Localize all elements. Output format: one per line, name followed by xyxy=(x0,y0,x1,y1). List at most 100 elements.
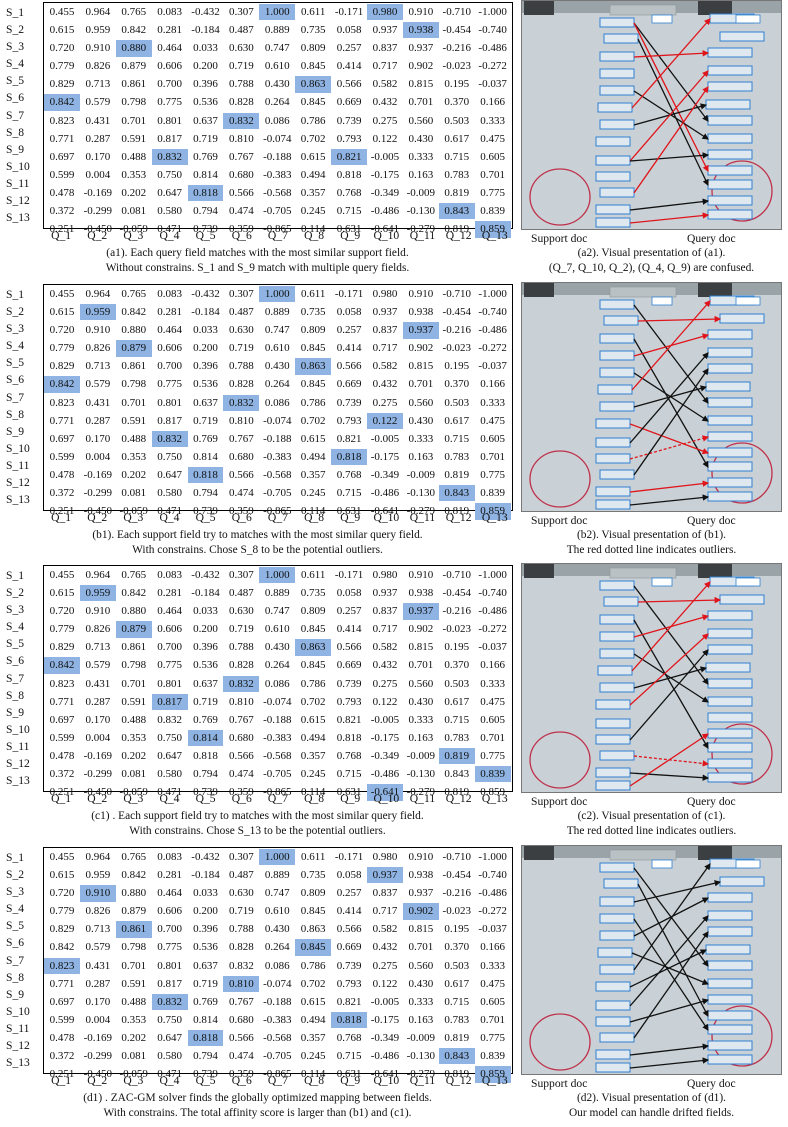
matrix-cell: 0.582 xyxy=(372,360,398,373)
matrix-cell: 0.114 xyxy=(301,223,326,236)
query-field-box xyxy=(707,165,753,176)
matrix-cell: 0.769 xyxy=(193,432,218,445)
match-arrow xyxy=(633,338,709,468)
match-arrow xyxy=(629,352,709,444)
column-label: Q_10 xyxy=(373,229,400,242)
column-label: Q_12 xyxy=(445,1074,472,1087)
header-strip xyxy=(609,849,677,861)
matrix-cell: -0.486 xyxy=(478,887,507,900)
matrix-cell: -0.568 xyxy=(263,186,292,199)
matrix-cell: 0.606 xyxy=(157,905,182,918)
matrix-cell: -0.705 xyxy=(263,205,292,218)
matrix-cell: 0.414 xyxy=(336,342,362,355)
matrix-cell: 0.823 xyxy=(49,114,75,127)
matrix-cell: 0.826 xyxy=(85,623,111,636)
matrix-cell: 0.307 xyxy=(229,569,254,581)
table-row: 0.478 -0.169 0.202 0.647 0.818 0.566 -0.568 0.3… xyxy=(44,1029,512,1047)
support-field-box xyxy=(597,102,633,113)
matrix-cell: 0.114 xyxy=(301,505,326,518)
column-labels: Q_1 Q_2 Q_3 Q_4 Q_5 Q_6 Q_7 Q_8 Q_9 Q_10 Q_11 Q_12 Q… xyxy=(43,511,513,525)
row-label: S_7 xyxy=(6,108,25,122)
matrix-cell: 0.798 xyxy=(121,378,147,391)
matrix-cell: 0.617 xyxy=(444,414,470,427)
matrix-cell: 0.720 xyxy=(49,605,75,618)
matrix-cell: 0.775 xyxy=(157,941,182,954)
matched-cell: 0.842 xyxy=(44,376,80,393)
matrix-cell: 0.058 xyxy=(336,24,362,37)
matrix-cell: 0.599 xyxy=(49,731,75,744)
matrix-cell: 0.202 xyxy=(121,468,147,481)
matrix-cell: 0.370 xyxy=(444,941,470,954)
matrix-cell: 0.810 xyxy=(229,695,254,708)
matrix-cell: 0.902 xyxy=(408,623,434,636)
row-label: S_4 xyxy=(6,620,25,634)
support-field-box xyxy=(595,1062,631,1073)
matrix-cell: 0.430 xyxy=(264,923,290,936)
matrix-cell: 0.081 xyxy=(121,487,147,500)
matrix-cell: 0.630 xyxy=(229,42,254,55)
column-label: Q_5 xyxy=(195,511,216,524)
match-arrow xyxy=(629,152,710,162)
matrix-cell: 0.801 xyxy=(157,959,182,972)
match-arrow xyxy=(633,619,709,749)
matrix-cell: -0.184 xyxy=(191,306,220,319)
matrix-cell: 0.353 xyxy=(121,1013,147,1026)
table-row: 0.829 0.713 0.861 0.700 0.396 0.788 0.430 0.863… xyxy=(44,76,512,93)
matrix-cell: 0.464 xyxy=(157,324,182,337)
matched-cell: 0.937 xyxy=(367,867,403,884)
matrix-cell: 0.582 xyxy=(372,641,398,654)
match-arrow xyxy=(633,918,709,1031)
matrix-cell: 0.478 xyxy=(49,468,75,481)
row-label: S_1 xyxy=(6,851,25,864)
matrix-cell: 0.582 xyxy=(372,78,398,91)
matrix-cell: 0.788 xyxy=(229,360,254,373)
matrix-cell: 0.455 xyxy=(49,569,75,581)
table-row: 0.779 0.826 0.879 0.606 0.200 0.719 0.610 0.845… xyxy=(44,903,512,920)
matrix-cell: 0.275 xyxy=(372,396,398,409)
support-field-box xyxy=(595,499,631,510)
matrix-cell: 0.814 xyxy=(193,168,218,181)
matrix-cell: -0.865 xyxy=(263,1068,292,1081)
matrix-cell: 0.464 xyxy=(157,887,182,900)
query-field-box xyxy=(707,65,753,76)
table-row: 0.697 0.170 0.488 0.832 0.769 0.767 -0.188 0.61… xyxy=(44,430,512,448)
query-field-box xyxy=(705,381,751,392)
matrix-cell: 0.163 xyxy=(408,450,434,463)
matrix-cell: 0.720 xyxy=(49,42,75,55)
matrix-cell: 0.700 xyxy=(157,78,182,91)
matrix-cell: -0.299 xyxy=(83,768,113,781)
matrix-cell: 0.775 xyxy=(157,378,182,391)
matrix-cell: 0.257 xyxy=(336,605,362,618)
matrix-cell: 0.719 xyxy=(193,132,218,145)
matrix-cell: 0.769 xyxy=(193,150,218,163)
support-field-box xyxy=(595,1016,631,1027)
row-label: S_12 xyxy=(6,1039,30,1053)
matrix-cell: 0.494 xyxy=(300,1013,326,1026)
matrix-cell: 0.821 xyxy=(336,995,362,1008)
matched-cell: 0.843 xyxy=(438,1048,475,1065)
matrix-cell: -0.641 xyxy=(370,505,400,518)
matrix-cell: 0.815 xyxy=(408,641,434,654)
table-row: 0.771 0.287 0.591 0.817 0.719 0.810 -0.074 0.70… xyxy=(44,693,512,711)
matrix-cell: 0.430 xyxy=(408,977,434,990)
support-field-box xyxy=(599,750,635,761)
matrix-cell: 0.202 xyxy=(121,749,147,762)
table-row: 0.478 -0.169 0.202 0.647 0.818 0.566 -0.568 0.3… xyxy=(44,747,512,765)
matrix-cell: 0.475 xyxy=(480,695,505,708)
matrix-cell: 0.566 xyxy=(229,1031,254,1044)
table-row: 0.615 0.959 0.842 0.281 -0.184 0.487 0.889 0.73… xyxy=(44,22,512,39)
matrix-cell: 0.879 xyxy=(121,60,147,73)
matrix-cell: 0.701 xyxy=(121,114,147,127)
panel-d: S_1 S_2 S_3 S_4 S_5 S_6 S_7 S_8 S_9 S_10 S_11 S_12 S… xyxy=(0,845,788,1127)
matrix-cell: -0.169 xyxy=(83,749,113,762)
matrix-cell: 0.715 xyxy=(444,150,470,163)
matrix-cell: -0.710 xyxy=(442,288,471,300)
matrix-cell: 0.605 xyxy=(480,995,505,1008)
matrix-cell: 0.701 xyxy=(408,941,434,954)
query-field-box xyxy=(707,712,753,723)
column-label: Q_10 xyxy=(373,511,400,524)
matrix-cell: -0.705 xyxy=(263,487,292,500)
matrix-cell: 0.794 xyxy=(193,205,218,218)
table-row: 0.720 0.910 0.880 0.464 0.033 0.630 0.747 0.809… xyxy=(44,40,512,57)
matrix-cell: 0.599 xyxy=(49,168,75,181)
